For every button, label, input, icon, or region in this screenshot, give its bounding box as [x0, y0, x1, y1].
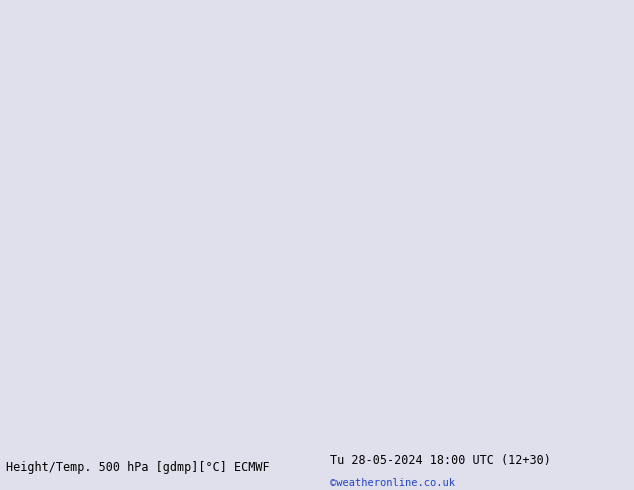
- Text: Tu 28-05-2024 18:00 UTC (12+30): Tu 28-05-2024 18:00 UTC (12+30): [330, 454, 550, 466]
- Text: Height/Temp. 500 hPa [gdmp][°C] ECMWF: Height/Temp. 500 hPa [gdmp][°C] ECMWF: [6, 461, 270, 474]
- Text: ©weatheronline.co.uk: ©weatheronline.co.uk: [330, 477, 455, 488]
